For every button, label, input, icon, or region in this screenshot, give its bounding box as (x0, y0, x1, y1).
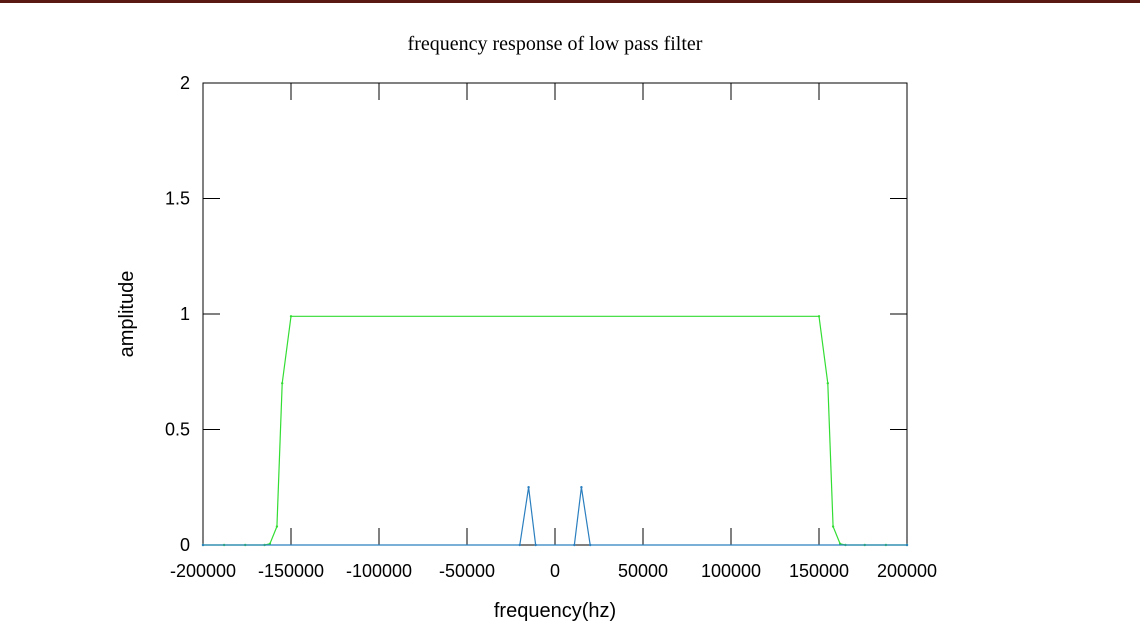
x-axis-label: frequency(hz) (494, 600, 616, 622)
series-1 (201, 486, 909, 547)
series-1-point (580, 486, 583, 489)
x-tick-label: -200000 (170, 561, 236, 581)
series-1-point (534, 543, 537, 547)
series-0-point (826, 382, 829, 385)
x-tick-label: 50000 (618, 561, 668, 581)
series-layer (201, 315, 909, 547)
series-0-point (281, 382, 284, 385)
top-border-bar (0, 0, 1140, 3)
y-tick-label: 1.5 (165, 189, 190, 209)
y-axis-label: amplitude (116, 271, 138, 358)
y-tick-label: 2 (180, 73, 190, 93)
series-1-point (527, 486, 530, 489)
series-0-point (817, 315, 821, 318)
y-tick-label: 1 (180, 304, 190, 324)
plot-frame (202, 82, 908, 546)
series-0-point (831, 525, 835, 528)
series-0-line (203, 315, 907, 546)
y-tick-label: 0.5 (165, 420, 190, 440)
series-1-line (203, 487, 907, 546)
x-tick-label: 150000 (789, 561, 849, 581)
x-tick-label: 100000 (701, 561, 761, 581)
series-0-point (275, 525, 279, 528)
y-tick-label: 0 (180, 535, 190, 555)
series-1-point (905, 543, 909, 547)
x-tick-label: 0 (550, 561, 560, 581)
series-1-point (518, 543, 521, 547)
series-1-point (589, 543, 592, 547)
chart-title: frequency response of low pass filter (408, 33, 703, 55)
series-1-point (201, 543, 205, 547)
x-tick-label: 200000 (877, 561, 937, 581)
series-1-point (573, 543, 576, 547)
series-0 (201, 315, 909, 547)
x-tick-label: -50000 (439, 561, 495, 581)
ticks-layer: -200000 -150000 -100000 -50000 0 50000 100000 1… (165, 73, 937, 581)
x-tick-label: -150000 (258, 561, 324, 581)
series-0-point (289, 315, 293, 318)
x-tick-label: -100000 (346, 561, 412, 581)
